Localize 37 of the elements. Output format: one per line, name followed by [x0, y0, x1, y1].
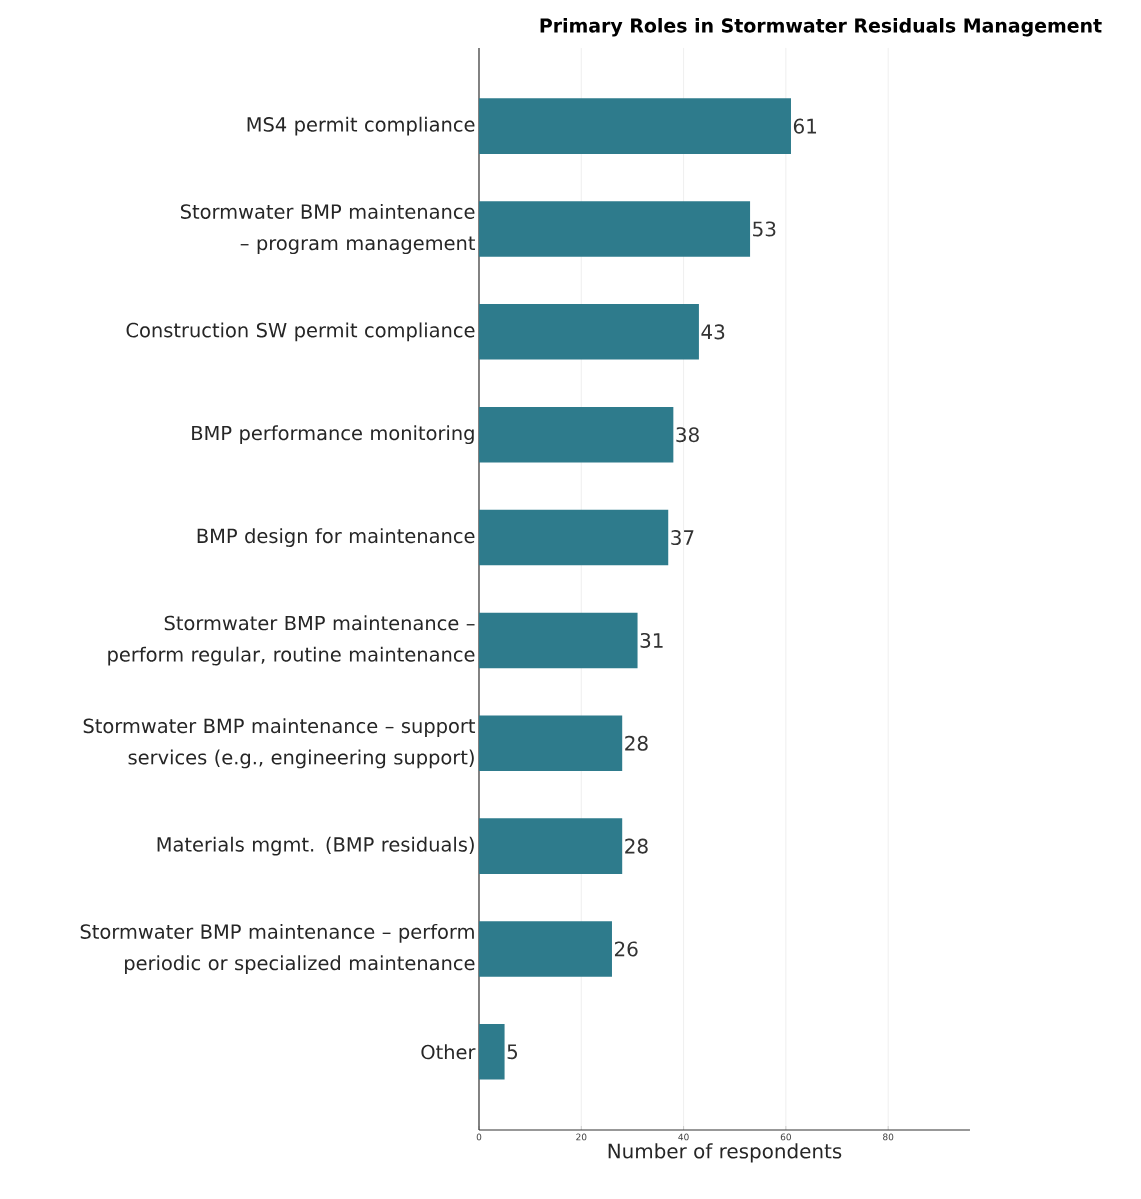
y-tick-label: Stormwater BMP maintenance – perform regular, routine maintenance: [108, 615, 475, 666]
bar: [479, 406, 674, 463]
x-axis-title: Number of respondents: [608, 1143, 842, 1163]
data-label: 38: [676, 427, 699, 443]
x-tick-label: 0: [476, 1133, 482, 1141]
data-label: 53: [753, 221, 776, 237]
x-tick-label: 20: [576, 1133, 587, 1141]
bar: [479, 98, 791, 154]
bar: [479, 818, 623, 874]
data-label: 28: [625, 735, 648, 751]
data-label: 37: [671, 530, 694, 546]
chart-title: Primary Roles in Stormwater Residuals Management: [540, 18, 1102, 37]
data-label: 61: [793, 118, 817, 134]
bar: [479, 201, 751, 257]
y-tick-label: BMP design for maintenance: [197, 528, 475, 547]
y-tick-label: MS4 permit compliance: [247, 116, 475, 136]
x-tick-label: 60: [780, 1133, 791, 1141]
y-tick-label: Materials mgmt. (BMP residuals): [157, 836, 474, 856]
bar: [479, 304, 699, 360]
bar: [479, 1024, 505, 1080]
x-tick-label: 80: [883, 1133, 894, 1141]
x-tick-label: 40: [678, 1133, 689, 1141]
bar: [479, 509, 669, 566]
bar: [479, 921, 612, 977]
data-label: 5: [507, 1044, 518, 1060]
data-label: 31: [640, 632, 663, 648]
data-label: 43: [701, 324, 725, 340]
data-label: 28: [625, 838, 648, 854]
y-tick-label: Construction SW permit compliance: [126, 322, 475, 342]
y-tick-label: Stormwater BMP maintenance – support services (e.g., engineering support): [83, 718, 476, 769]
bar: [479, 715, 623, 772]
y-tick-label: Stormwater BMP maintenance – program management: [180, 203, 476, 255]
data-label: 26: [614, 941, 638, 957]
y-tick-label: Stormwater BMP maintenance – perform periodic or specialized maintenance: [80, 923, 475, 975]
bar: [479, 612, 638, 669]
y-tick-label: BMP performance monitoring: [192, 425, 474, 445]
y-tick-label: Other: [421, 1044, 476, 1060]
